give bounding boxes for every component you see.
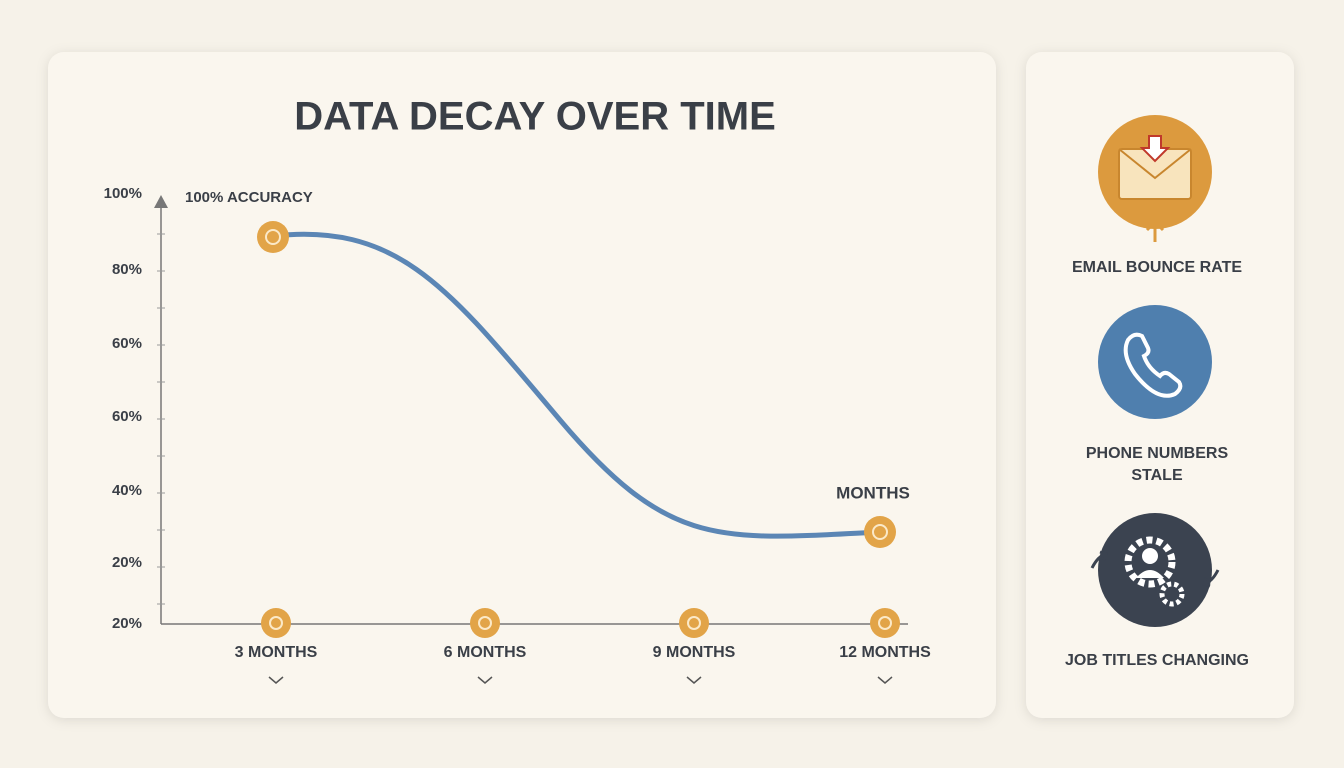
chevron <box>877 676 893 684</box>
side-label: JOB TITLES CHANGING <box>1065 652 1249 669</box>
y-axis-label: 20% <box>112 554 142 571</box>
x-marker <box>870 608 900 638</box>
decay-curve <box>270 231 883 539</box>
y-axis-label: 60% <box>112 335 142 352</box>
side-label: PHONE NUMBERS STALE <box>1086 445 1229 484</box>
email-icon <box>1098 115 1212 242</box>
x-axis-label: 9 MONTHS <box>653 644 736 661</box>
y-axis-label: 20% <box>112 615 142 632</box>
x-axis-label: 12 MONTHS <box>839 644 931 661</box>
annotation: MONTHS <box>836 483 910 502</box>
x-axis-label: 3 MONTHS <box>235 644 318 661</box>
side-label: EMAIL BOUNCE RATE <box>1072 259 1242 276</box>
axis-arrow <box>154 195 168 208</box>
curve-point <box>257 221 289 253</box>
x-axis-label: 6 MONTHS <box>444 644 527 661</box>
chevron <box>268 676 284 684</box>
y-axis-label: 60% <box>112 408 142 425</box>
job-icon <box>1090 513 1220 627</box>
title: DATA DECAY OVER TIME <box>294 95 776 139</box>
x-marker <box>261 608 291 638</box>
chart-card <box>48 52 996 718</box>
x-marker <box>679 608 709 638</box>
x-marker <box>470 608 500 638</box>
curve-point <box>864 516 896 548</box>
chevron <box>477 676 493 684</box>
chevron <box>686 676 702 684</box>
annotation: 100% ACCURACY <box>185 189 313 206</box>
y-axis-label: 100% <box>104 185 142 202</box>
y-axis-label: 80% <box>112 261 142 278</box>
phone-icon <box>1098 305 1212 419</box>
y-axis-label: 40% <box>112 482 142 499</box>
